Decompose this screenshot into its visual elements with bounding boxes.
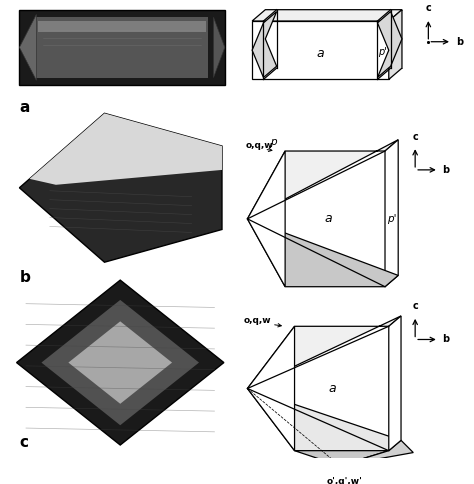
Text: p: p [271,136,277,147]
Polygon shape [247,151,285,287]
Text: a: a [325,212,332,226]
Polygon shape [389,10,402,79]
Polygon shape [252,21,389,79]
Polygon shape [17,280,224,445]
Polygon shape [340,440,413,466]
Text: o',q',w': o',q',w' [327,477,363,484]
Polygon shape [294,451,389,466]
Text: a: a [328,382,336,395]
Polygon shape [19,15,36,80]
Text: b: b [456,37,463,47]
Text: b: b [443,334,450,345]
Text: a: a [19,100,30,115]
Polygon shape [213,17,225,77]
Bar [38,21,206,32]
Text: p: p [269,214,275,224]
Polygon shape [68,321,172,404]
Polygon shape [247,389,401,451]
Polygon shape [247,140,398,219]
Text: c: c [412,301,418,311]
Polygon shape [252,12,277,77]
Text: c: c [426,3,431,14]
Text: p': p' [378,47,387,57]
Polygon shape [41,300,199,425]
Bar [36,17,208,77]
Polygon shape [385,140,398,287]
Polygon shape [252,10,402,21]
Text: b: b [443,165,450,175]
Text: p': p' [392,380,401,390]
Polygon shape [29,113,222,185]
Text: o,q,w: o,q,w [244,316,271,325]
Polygon shape [247,326,294,451]
Text: c: c [412,132,418,142]
Text: b: b [19,270,30,285]
Text: a: a [316,47,324,60]
Text: c: c [19,435,28,450]
Text: p': p' [387,214,396,224]
Polygon shape [19,113,222,262]
Text: o,q,w: o,q,w [246,141,273,150]
Polygon shape [389,316,401,451]
Polygon shape [247,219,398,287]
Polygon shape [247,316,401,389]
Bar [19,10,225,85]
Text: p: p [255,47,262,57]
Polygon shape [377,12,402,77]
